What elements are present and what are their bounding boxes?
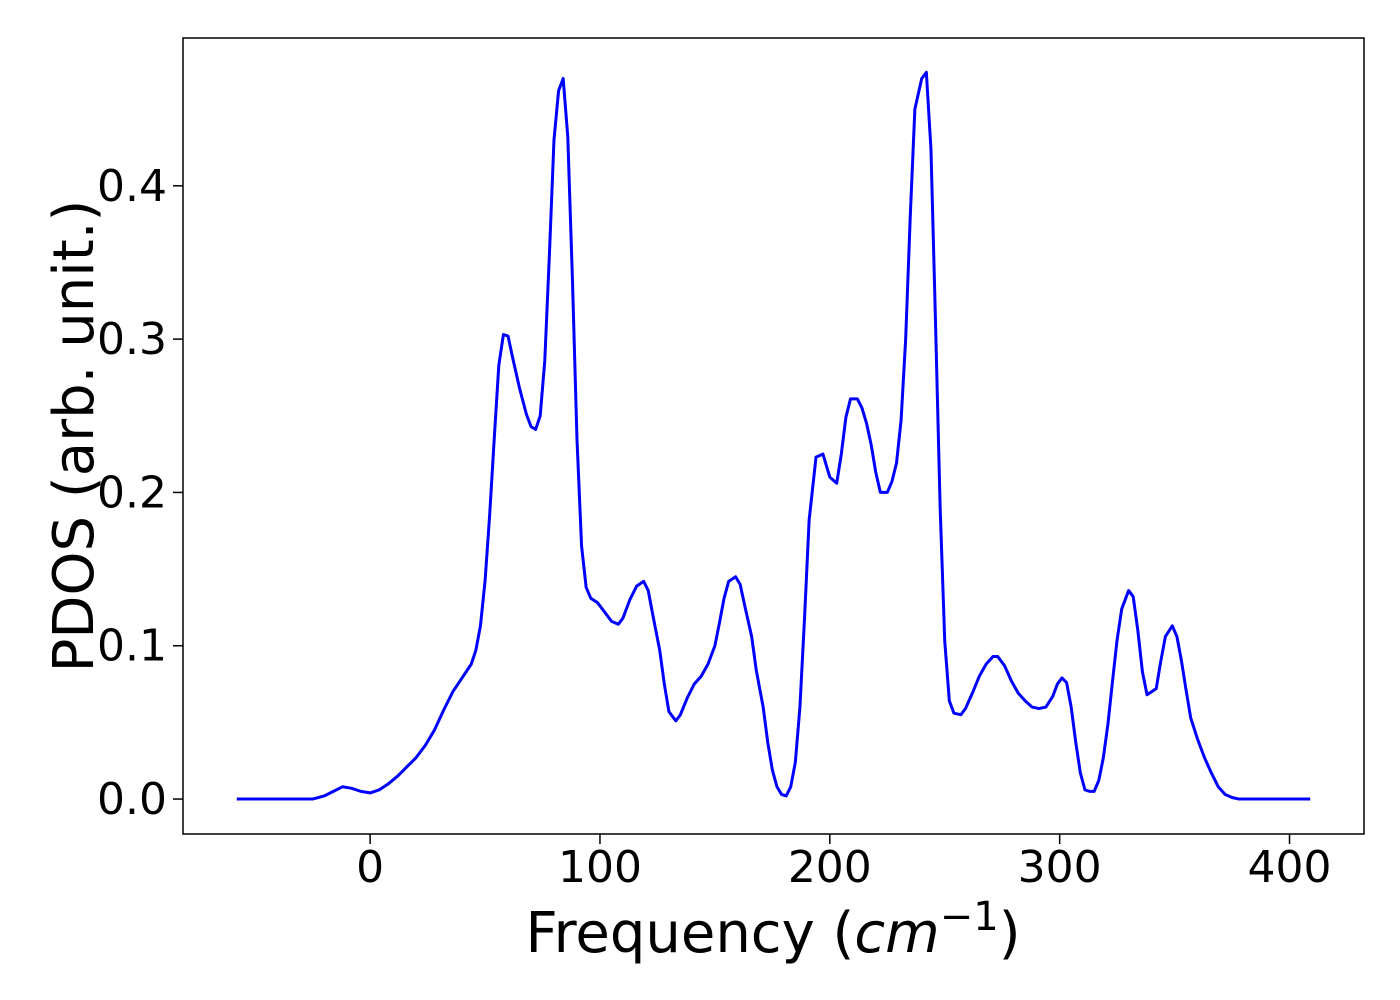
y-tick-label: 0.2 — [97, 467, 167, 518]
x-axis-label: Frequency (cm−1) — [525, 894, 1020, 966]
x-label-text: ) — [999, 901, 1021, 966]
x-tick-label: 300 — [1018, 842, 1102, 893]
x-tick-label: 400 — [1248, 842, 1332, 893]
x-label-text: Frequency ( — [525, 901, 854, 966]
x-tick-label: 100 — [558, 842, 642, 893]
y-axis-label: PDOS (arb. unit.) — [42, 200, 107, 673]
x-tick-label: 0 — [356, 842, 384, 893]
data-line — [236, 70, 1311, 801]
y-tick-label: 0.3 — [97, 314, 167, 365]
x-label-exponent: −1 — [940, 894, 999, 940]
y-tick-label: 0.4 — [97, 161, 167, 212]
x-tick-label: 200 — [788, 842, 872, 893]
y-tick-label: 0.1 — [97, 621, 167, 672]
x-label-unit: cm — [854, 901, 939, 966]
y-tick-label: 0.0 — [97, 774, 167, 825]
plot-frame — [182, 37, 1365, 835]
